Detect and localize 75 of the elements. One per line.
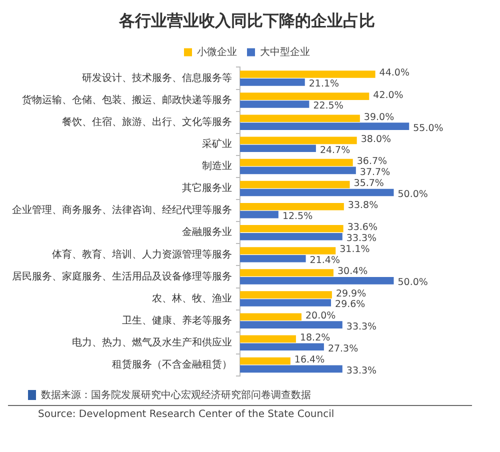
bar [240, 78, 305, 86]
data-label: 50.0% [398, 277, 428, 288]
y-tick-label: 居民服务、家庭服务、生活用品及设备修理等服务 [12, 270, 232, 282]
legend-label: 小微企业 [197, 46, 237, 58]
y-tick-label: 农、林、牧、渔业 [152, 292, 232, 304]
data-label: 38.0% [360, 134, 392, 145]
bar [240, 335, 296, 343]
bar [240, 225, 344, 232]
data-label: 24.7% [320, 144, 350, 156]
bar [240, 122, 410, 130]
bar [240, 291, 332, 298]
bar [240, 357, 290, 365]
data-label: 30.4% [337, 266, 368, 278]
bar [240, 247, 336, 254]
y-tick-label: 租赁服务（不含金融租赁） [112, 358, 232, 371]
data-label: 33.6% [347, 222, 378, 234]
source-note: Source: Development Research Center of the State Council [38, 409, 334, 420]
y-tick-label: 体育、教育、培训、人力资源管理等服务 [52, 248, 232, 260]
data-label: 33.3% [346, 365, 377, 376]
data-label: 21.1% [308, 78, 340, 90]
bar [240, 343, 324, 351]
legend-label: 大中型企业 [260, 46, 310, 58]
y-tick-label: 其它服务业 [182, 182, 232, 194]
data-label: 27.3% [328, 343, 358, 354]
data-label: 22.5% [313, 100, 344, 112]
data-label: 18.2% [300, 332, 330, 344]
data-label: 12.5% [282, 211, 313, 222]
bar [240, 313, 302, 321]
bar [240, 321, 342, 328]
data-label: 36.7% [356, 156, 388, 167]
bar [240, 70, 376, 78]
bar [240, 166, 356, 174]
bar [240, 100, 310, 108]
data-label: 50.0% [398, 188, 428, 200]
y-tick-label: 金融服务业 [182, 226, 232, 238]
bar [240, 188, 394, 196]
chart-title: 各行业营业收入同比下降的企业占比 [118, 10, 375, 30]
source-note: 数据来源：国务院发展研究中心宏观经济研究部问卷调查数据 [41, 388, 311, 402]
y-tick-label: 电力、热力、燃气及水生产和供应业 [72, 336, 232, 349]
data-label: 31.1% [340, 244, 370, 256]
data-label: 39.0% [364, 112, 394, 123]
data-label: 33.3% [346, 233, 377, 244]
bar [240, 158, 353, 166]
bar [240, 299, 332, 306]
bar [240, 365, 342, 373]
bar [240, 269, 334, 276]
data-label: 35.7% [354, 178, 384, 190]
bar [240, 114, 360, 122]
y-tick-label: 制造业 [202, 160, 232, 172]
y-tick-label: 卫生、健康、养老等服务 [122, 314, 232, 326]
data-label: 16.4% [294, 354, 325, 366]
y-tick-label: 研发设计、技术服务、信息服务等 [82, 72, 232, 84]
data-label: 20.0% [306, 310, 336, 322]
bar [240, 202, 344, 210]
data-label: 29.9% [336, 288, 366, 300]
bar [240, 232, 342, 240]
bar [240, 255, 306, 262]
bar [240, 92, 370, 100]
data-label: 29.6% [335, 299, 366, 310]
bar [240, 144, 316, 152]
data-label: 33.8% [348, 200, 378, 212]
data-label: 55.0% [413, 122, 444, 134]
y-tick-label: 餐饮、住宿、旅游、出行、文化等服务 [62, 116, 232, 128]
data-label: 21.4% [310, 255, 340, 266]
bar [240, 277, 394, 284]
bar [240, 210, 278, 218]
data-label: 33.3% [346, 321, 377, 332]
y-tick-label: 货物运输、仓储、包装、搬运、邮政快递等服务 [22, 94, 232, 106]
bar [240, 180, 350, 188]
y-tick-label: 采矿业 [202, 138, 232, 150]
data-label: 37.7% [360, 166, 390, 178]
bar [240, 136, 357, 144]
data-label: 42.0% [373, 90, 404, 101]
data-label: 44.0% [379, 68, 410, 79]
y-tick-label: 企业管理、商务服务、法律咨询、经纪代理等服务 [12, 204, 232, 216]
